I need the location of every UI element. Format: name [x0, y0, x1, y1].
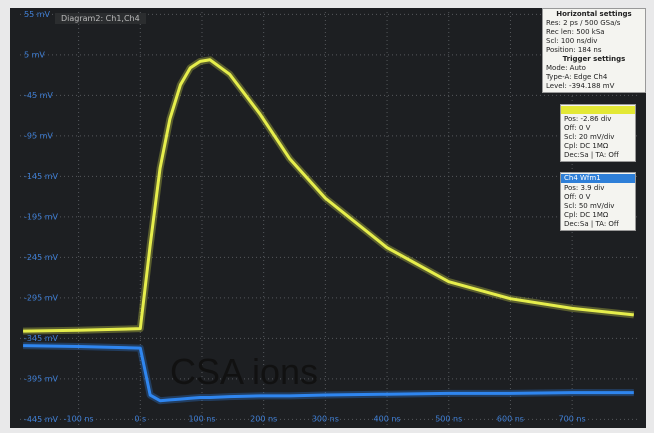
- x-tick-label: 600 ns: [497, 415, 524, 424]
- panel-line: Pos: 3.9 div: [564, 184, 632, 193]
- y-tick-label: -295 mV: [24, 293, 58, 302]
- y-tick-label: -45 mV: [24, 91, 53, 100]
- y-tick-label: -445 mV: [24, 415, 58, 424]
- annotation: CSA ions: [170, 351, 318, 393]
- x-tick-label: 700 ns: [559, 415, 586, 424]
- panel-title: Horizontal settings: [546, 10, 642, 19]
- panel-title: Ch4 Wfm1: [561, 174, 635, 183]
- panel-line: Scl: 100 ns/div: [546, 37, 642, 46]
- y-tick-label: -395 mV: [24, 374, 58, 383]
- x-tick-label: 300 ns: [312, 415, 339, 424]
- panel-line: Scl: 50 mV/div: [564, 202, 632, 211]
- x-tick-label: 500 ns: [435, 415, 462, 424]
- panel-line: Rec len: 500 kSa: [546, 28, 642, 37]
- panel-line: Position: 184 ns: [546, 46, 642, 55]
- panel-line: Cpl: DC 1MΩ: [564, 211, 632, 220]
- y-tick-label: -95 mV: [24, 131, 53, 140]
- x-tick-label: -100 ns: [64, 415, 94, 424]
- panel-line: Type-A: Edge Ch4: [546, 73, 642, 82]
- panel-line: Dec:Sa | TA: Off: [564, 220, 632, 229]
- y-tick-label: -345 mV: [24, 334, 58, 343]
- panel-line: Off: 0 V: [564, 193, 632, 202]
- scope-photo: 55 mV 5 mV -45 mV -95 mV -145 mV -195 mV -245 …: [0, 0, 654, 433]
- x-tick-label: 200 ns: [250, 415, 277, 424]
- panel-header: [561, 106, 635, 114]
- diagram-tab[interactable]: Diagram2: Ch1,Ch4: [55, 13, 146, 24]
- y-tick-label: -245 mV: [24, 253, 58, 262]
- y-tick-label: 5 mV: [24, 50, 45, 59]
- x-tick-label: 0 s: [134, 415, 146, 424]
- x-tick-label: 100 ns: [188, 415, 215, 424]
- panel-line: Dec:Sa | TA: Off: [564, 151, 632, 160]
- y-tick-label: -195 mV: [24, 212, 58, 221]
- panel-line: Scl: 20 mV/div: [564, 133, 632, 142]
- panel-line: Cpl: DC 1MΩ: [564, 142, 632, 151]
- y-tick-label: 55 mV: [24, 10, 51, 19]
- panel-line: Pos: -2.86 div: [564, 115, 632, 124]
- y-tick-label: -145 mV: [24, 172, 58, 181]
- panel-line: Res: 2 ps / 500 GSa/s: [546, 19, 642, 28]
- panel-line: Off: 0 V: [564, 124, 632, 133]
- panel-line: Level: -394.188 mV: [546, 82, 642, 91]
- panel-subtitle: Trigger settings: [546, 55, 642, 64]
- x-tick-label: 400 ns: [374, 415, 401, 424]
- panel-line: Mode: Auto: [546, 64, 642, 73]
